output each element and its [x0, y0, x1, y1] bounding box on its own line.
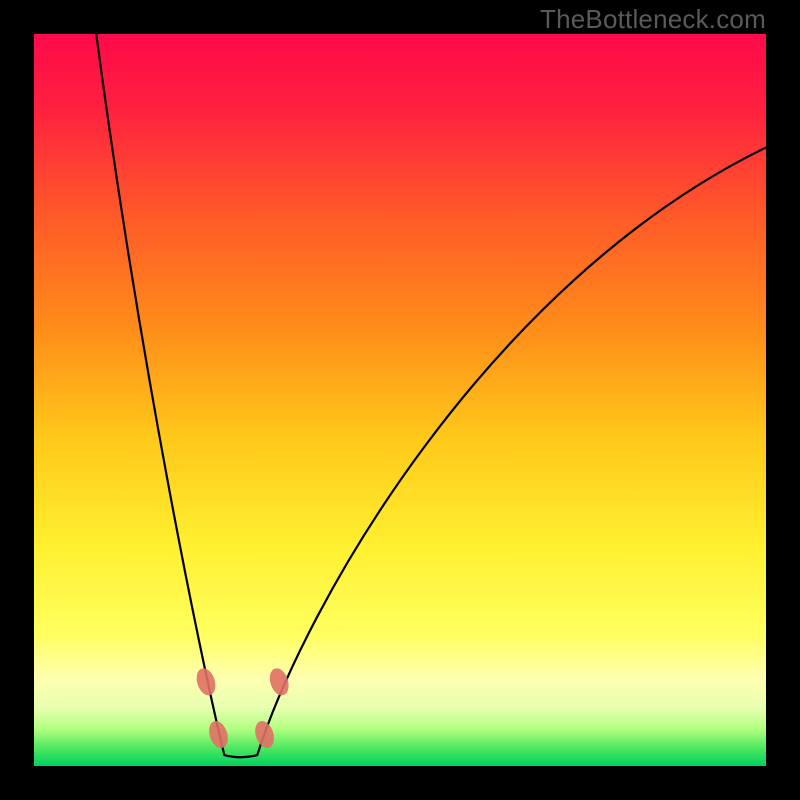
watermark-text: TheBottleneck.com [540, 4, 766, 35]
chart-canvas [0, 0, 800, 800]
frame-border [0, 766, 800, 800]
gradient-background [34, 34, 766, 766]
frame-border [0, 0, 34, 800]
frame-border [766, 0, 800, 800]
